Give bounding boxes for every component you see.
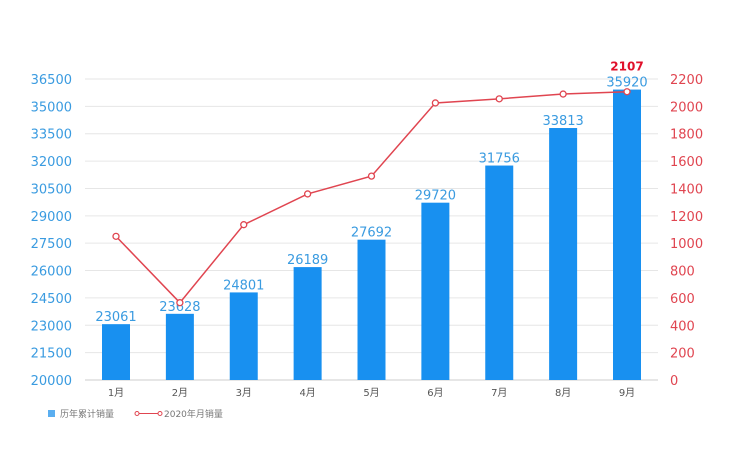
x-tick-label: 5月 — [363, 387, 379, 399]
bar-value-label: 31756 — [479, 152, 520, 167]
right-tick-label: 800 — [670, 265, 695, 280]
line-point — [431, 99, 440, 107]
right-tick-label: 0 — [670, 374, 678, 389]
left-tick-label: 20000 — [31, 374, 72, 389]
right-tick-label: 1200 — [670, 210, 703, 225]
x-tick-label: 7月 — [491, 387, 507, 399]
x-tick-label: 9月 — [619, 387, 635, 399]
line-point — [623, 88, 631, 96]
bar — [102, 324, 130, 380]
right-tick-label: 600 — [670, 292, 695, 307]
bar-value-label: 23061 — [95, 310, 136, 325]
right-tick-label: 1600 — [670, 155, 703, 170]
line-point — [176, 299, 184, 307]
left-tick-label: 21500 — [31, 347, 72, 362]
bar-value-label: 35920 — [606, 76, 647, 91]
left-tick-label: 35000 — [31, 100, 72, 115]
right-tick-label: 1400 — [670, 182, 703, 197]
x-tick-label: 1月 — [108, 387, 124, 399]
left-tick-label: 30500 — [31, 182, 72, 197]
bar — [229, 292, 258, 380]
left-tick-label: 36500 — [31, 73, 72, 88]
bar-value-label: 23628 — [159, 300, 200, 315]
right-tick-label: 1800 — [670, 128, 703, 143]
bar-value-label: 29720 — [415, 189, 456, 204]
x-tick-label: 2月 — [172, 387, 188, 399]
bar — [357, 239, 386, 380]
bar — [485, 165, 514, 380]
x-tick-label: 3月 — [236, 387, 252, 399]
bar — [549, 128, 578, 380]
x-tick-label: 4月 — [299, 387, 315, 399]
legend-line-marker-left — [134, 411, 140, 416]
right-tick-label: 2000 — [670, 100, 703, 115]
line-point — [495, 95, 503, 103]
bar-value-label: 33813 — [542, 114, 583, 129]
line-value-label: 2107 — [610, 60, 643, 74]
left-tick-label: 23000 — [31, 319, 72, 334]
legend-line-label: 2020年月销量 — [164, 408, 223, 420]
bar — [421, 202, 450, 380]
line-point — [112, 232, 120, 240]
x-tick-label: 8月 — [555, 387, 571, 399]
bar-value-label: 26189 — [287, 253, 328, 268]
legend-line-marker-right — [157, 411, 163, 416]
right-tick-label: 1000 — [670, 237, 703, 252]
left-tick-label: 27500 — [31, 237, 72, 252]
line-point — [367, 172, 376, 180]
right-tick-label: 200 — [670, 347, 695, 362]
legend: 历年累计销量 2020年月销量 — [48, 408, 223, 420]
legend-bar-swatch — [48, 410, 55, 417]
left-tick-label: 32000 — [31, 155, 72, 170]
right-tick-label: 2200 — [670, 73, 703, 88]
line-point — [240, 221, 248, 229]
left-tick-label: 33500 — [31, 128, 72, 143]
bar — [293, 267, 322, 380]
bar-value-label: 27692 — [351, 226, 392, 241]
x-tick-label: 6月 — [427, 387, 443, 399]
left-tick-label: 26000 — [31, 265, 72, 280]
left-tick-label: 29000 — [31, 210, 72, 225]
line-point — [303, 190, 312, 198]
line-point — [559, 90, 567, 98]
right-tick-label: 400 — [670, 319, 695, 334]
legend-bar-label: 历年累计销量 — [60, 408, 114, 420]
bar — [613, 89, 641, 381]
left-tick-label: 24500 — [31, 292, 72, 307]
bar — [165, 313, 194, 380]
bar-value-label: 24801 — [223, 278, 264, 293]
